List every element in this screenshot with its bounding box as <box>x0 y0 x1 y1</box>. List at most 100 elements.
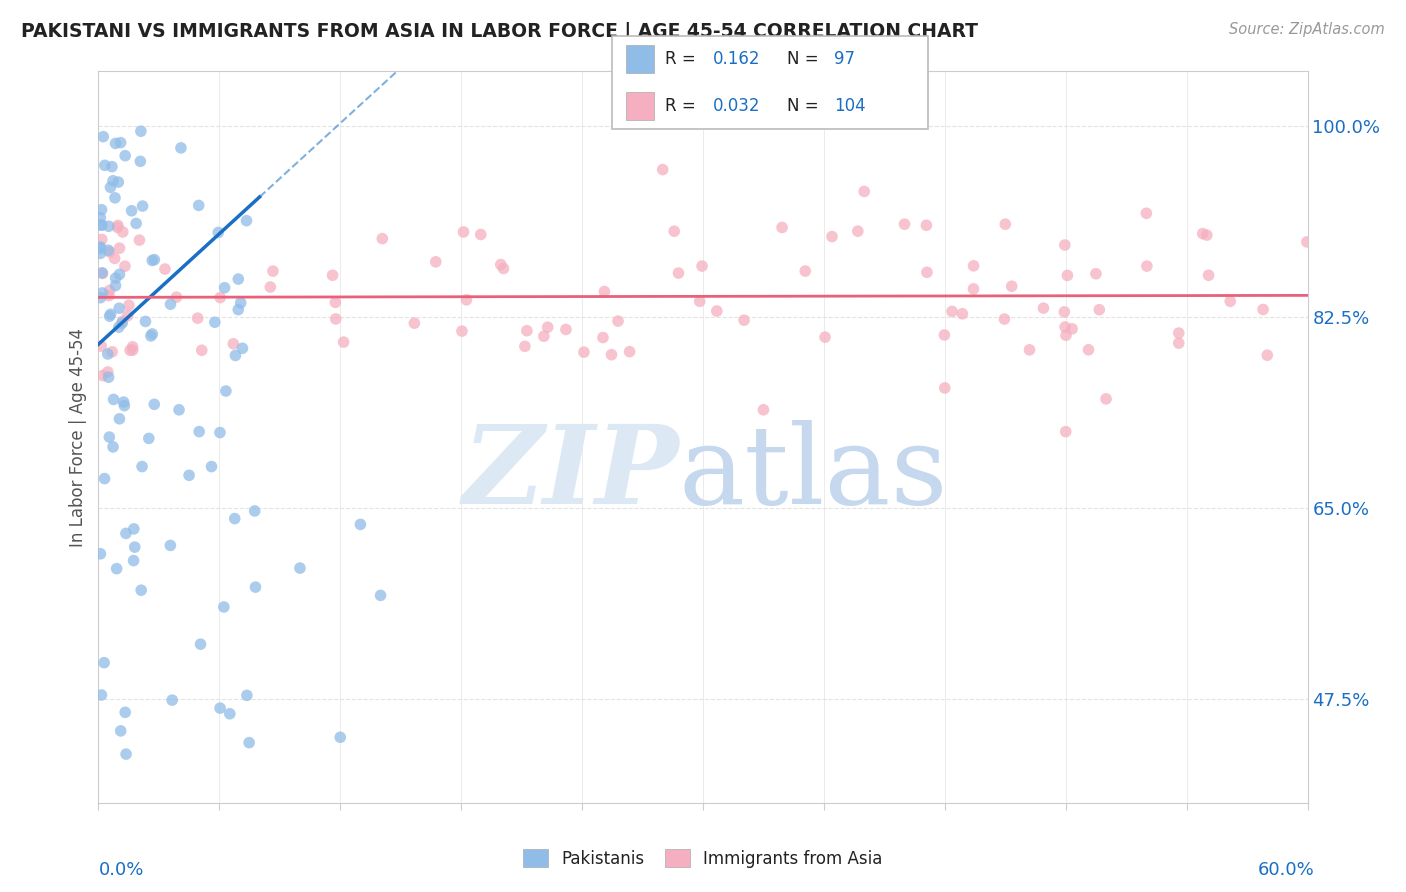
Point <box>1054 328 1077 343</box>
Point <box>90 218 112 232</box>
Point <box>208 425 231 440</box>
Point <box>404 316 426 330</box>
Point <box>993 312 1015 326</box>
Point <box>89 240 111 254</box>
Point <box>108 412 131 426</box>
Point <box>451 324 474 338</box>
Point <box>607 314 630 328</box>
Point <box>100 180 122 194</box>
Point <box>1032 301 1054 315</box>
Y-axis label: In Labor Force | Age 45-54: In Labor Force | Age 45-54 <box>69 327 87 547</box>
Point <box>593 285 616 299</box>
Point <box>371 232 394 246</box>
Point <box>187 311 209 326</box>
Point <box>470 227 492 242</box>
Point <box>600 348 623 362</box>
Point <box>138 431 160 445</box>
Legend: Pakistanis, Immigrants from Asia: Pakistanis, Immigrants from Asia <box>523 849 883 868</box>
Point <box>664 224 686 238</box>
Point <box>90 688 112 702</box>
Point <box>1251 302 1274 317</box>
Point <box>1195 228 1218 243</box>
Point <box>128 233 150 247</box>
Point <box>91 129 114 144</box>
Point <box>108 241 131 255</box>
Text: N =: N = <box>787 97 818 115</box>
Point <box>235 213 257 227</box>
Point <box>1054 320 1077 334</box>
Point <box>143 397 166 411</box>
Point <box>533 329 555 343</box>
Point <box>112 395 135 409</box>
Point <box>90 202 112 217</box>
Point <box>112 399 135 413</box>
Point <box>224 348 246 362</box>
Point <box>170 141 193 155</box>
Point <box>572 345 595 359</box>
Point <box>207 226 229 240</box>
Point <box>107 175 129 189</box>
Point <box>941 304 963 318</box>
Point <box>209 701 232 715</box>
Point <box>108 301 131 316</box>
Point <box>226 272 249 286</box>
Point <box>1018 343 1040 357</box>
Point <box>122 522 145 536</box>
Point <box>893 217 915 231</box>
Point <box>846 224 869 238</box>
Point <box>229 296 252 310</box>
Point <box>107 320 129 334</box>
Point <box>934 328 956 343</box>
Point <box>1077 343 1099 357</box>
Point <box>90 218 112 232</box>
Point <box>322 268 344 283</box>
Point <box>114 706 136 720</box>
Point <box>160 693 183 707</box>
Point <box>690 259 713 273</box>
Point <box>1167 336 1189 351</box>
Point <box>114 149 136 163</box>
Point <box>190 343 212 358</box>
Point <box>1256 348 1278 362</box>
Point <box>121 203 143 218</box>
Point <box>592 330 614 344</box>
Point <box>124 540 146 554</box>
Point <box>200 459 222 474</box>
Point <box>90 339 112 353</box>
Point <box>93 472 115 486</box>
Point <box>97 219 120 234</box>
Point <box>94 158 117 172</box>
Point <box>105 561 128 575</box>
Point <box>104 278 127 293</box>
Point <box>1053 305 1076 319</box>
Point <box>243 504 266 518</box>
Point <box>97 370 120 384</box>
Point <box>91 267 114 281</box>
Text: 60.0%: 60.0% <box>1258 861 1315 879</box>
Point <box>177 468 201 483</box>
Point <box>262 264 284 278</box>
Point <box>1198 268 1220 283</box>
Point <box>814 330 837 344</box>
Point <box>187 198 209 212</box>
Point <box>100 307 122 321</box>
Point <box>98 245 121 260</box>
Point <box>107 220 129 235</box>
Point <box>91 285 114 300</box>
Point <box>101 344 124 359</box>
Point <box>537 320 560 334</box>
Point <box>129 154 152 169</box>
Point <box>97 244 120 258</box>
Point <box>89 211 111 225</box>
Point <box>516 324 538 338</box>
Point <box>97 347 120 361</box>
Point <box>994 217 1017 231</box>
Point <box>131 459 153 474</box>
Text: atlas: atlas <box>679 420 949 527</box>
Point <box>110 136 132 150</box>
Point <box>121 340 143 354</box>
Point <box>111 225 134 239</box>
Point <box>212 599 235 614</box>
Point <box>101 440 124 454</box>
Point <box>1088 302 1111 317</box>
